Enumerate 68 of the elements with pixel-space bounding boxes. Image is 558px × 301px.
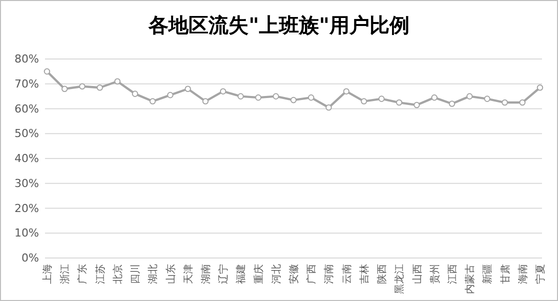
- point: [220, 88, 226, 94]
- y-tick-label: 20%: [14, 202, 39, 215]
- y-tick-label: 70%: [14, 77, 39, 90]
- x-tick-label: 黑龙江: [394, 264, 406, 294]
- point: [79, 83, 86, 90]
- x-tick-label: 江西: [446, 264, 458, 284]
- point: [184, 86, 192, 92]
- point: [343, 88, 350, 94]
- x-tick-label: 甘肃: [499, 264, 512, 284]
- point: [149, 98, 156, 104]
- y-tick-label: 30%: [14, 176, 39, 190]
- point: [114, 78, 121, 85]
- x-tick-label: 陕西: [376, 264, 388, 284]
- point: [167, 92, 174, 98]
- point: [308, 94, 314, 101]
- x-tick-label: 河北: [270, 264, 282, 284]
- point: [448, 100, 456, 107]
- x-tick-label: 江苏: [94, 264, 106, 284]
- x-tick-label: 贵州: [428, 264, 441, 284]
- point: [326, 104, 332, 111]
- x-tick-label: 吉林: [358, 264, 370, 284]
- y-tick-label: 10%: [14, 226, 39, 240]
- point: [238, 93, 244, 100]
- x-tick-label: 北京: [112, 264, 124, 284]
- point: [255, 94, 262, 101]
- point: [290, 96, 297, 104]
- x-tick-label: 山西: [411, 264, 424, 284]
- point: [132, 90, 138, 97]
- x-tick-label: 上海: [42, 264, 54, 284]
- point: [484, 96, 490, 102]
- x-tick-label: 广西: [306, 264, 318, 284]
- point: [272, 93, 280, 100]
- point: [414, 102, 420, 108]
- x-tick-label: 辽宁: [218, 264, 230, 284]
- point: [536, 84, 544, 91]
- point: [44, 68, 50, 75]
- point: [502, 99, 508, 106]
- x-tick-label: 湖北: [147, 264, 160, 284]
- y-tick-label: 60%: [14, 102, 39, 116]
- point: [61, 86, 68, 92]
- y-tick-label: 50%: [14, 127, 39, 140]
- point: [96, 84, 103, 91]
- x-tick-label: 新疆: [482, 264, 494, 284]
- point: [431, 94, 438, 101]
- x-tick-label: 云南: [340, 264, 353, 284]
- x-tick-label: 安徽: [288, 264, 300, 284]
- x-tick-label: 山东: [164, 264, 177, 284]
- x-tick-label: 湖南: [200, 264, 212, 284]
- point: [519, 99, 526, 106]
- x-tick-label: 内蒙古: [464, 264, 476, 294]
- x-tick-label: 宁夏: [534, 264, 546, 284]
- chart-title: 各地区流失"上班族"用户比例: [148, 13, 410, 37]
- x-tick-label: 福建: [235, 264, 248, 284]
- x-tick-label: 重庆: [252, 264, 265, 284]
- x-tick-label: 广东: [76, 264, 89, 284]
- y-tick-label: 80%: [14, 52, 39, 66]
- x-tick-label: 海南: [516, 264, 529, 284]
- x-tick-label: 天津: [182, 264, 194, 284]
- x-tick-label: 河南: [323, 264, 336, 284]
- x-tick-label: 四川: [130, 264, 142, 284]
- point: [378, 96, 385, 102]
- x-tick-label: 浙江: [59, 264, 72, 284]
- point: [466, 93, 473, 100]
- point: [396, 99, 402, 106]
- y-tick-label: 0%: [22, 252, 39, 265]
- point: [202, 98, 209, 104]
- point: [360, 98, 368, 104]
- y-tick-label: 40%: [14, 152, 39, 166]
